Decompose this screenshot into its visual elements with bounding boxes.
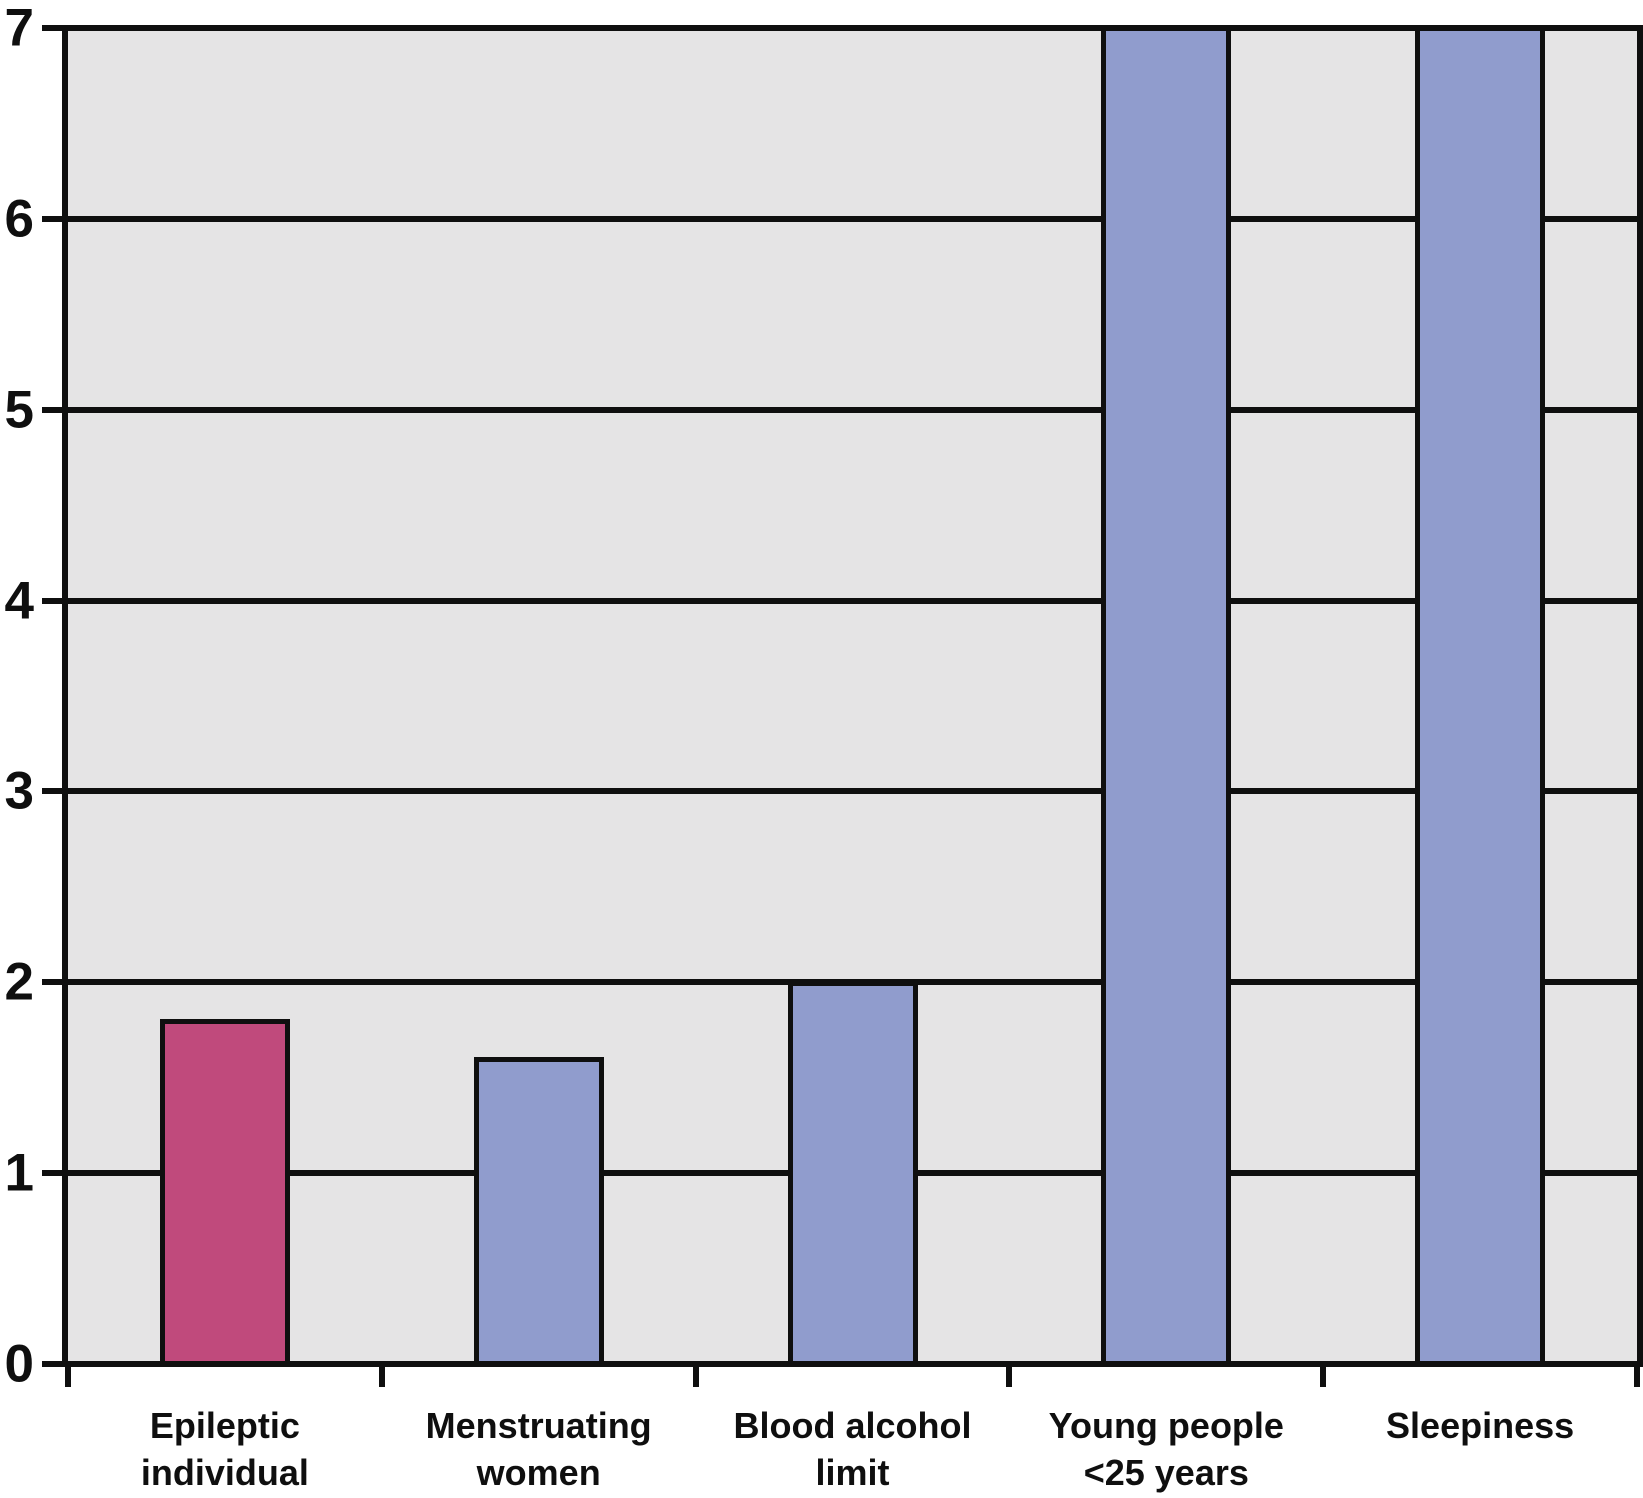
bar-young-people-25-years <box>1101 31 1232 1361</box>
y-axis-tick-label: 7 <box>4 0 34 58</box>
x-axis-label-sleepiness: Sleepiness <box>1386 1405 1575 1446</box>
gridline-y-4 <box>68 597 1637 604</box>
y-axis-tick-2 <box>42 979 62 986</box>
y-axis-tick-label: 6 <box>4 189 34 249</box>
x-axis-tick-3 <box>1006 1367 1013 1387</box>
y-axis-tick-label: 4 <box>4 571 34 631</box>
x-axis-tick-0 <box>65 1367 71 1387</box>
x-axis-label-menstruating-women: Menstruating women <box>425 1405 652 1493</box>
bar-sleepiness <box>1415 31 1546 1361</box>
y-axis-tick-3 <box>42 788 62 795</box>
bar-blood-alcohol-limit <box>787 981 918 1361</box>
x-axis-tick-5 <box>1634 1367 1640 1387</box>
x-axis-tick-1 <box>378 1367 385 1387</box>
x-axis-label-blood-alcohol-limit: Blood alcohol limit <box>733 1405 972 1493</box>
x-axis-tick-2 <box>692 1367 699 1387</box>
gridline-y-5 <box>68 406 1637 413</box>
y-axis-tick-label: 3 <box>4 761 34 821</box>
y-axis-tick-label: 0 <box>4 1334 34 1394</box>
y-axis-tick-7 <box>42 25 62 31</box>
y-axis-tick-label: 2 <box>4 952 34 1012</box>
y-axis-tick-0 <box>42 1361 62 1367</box>
bar-menstruating-women <box>473 1057 604 1361</box>
gridline-y-6 <box>68 215 1637 222</box>
y-axis-tick-label: 1 <box>4 1143 34 1203</box>
y-axis-tick-1 <box>42 1170 62 1177</box>
y-axis-tick-4 <box>42 597 62 604</box>
gridline-y-3 <box>68 788 1637 795</box>
x-axis-tick-4 <box>1320 1367 1327 1387</box>
y-axis-tick-6 <box>42 215 62 222</box>
y-axis-tick-5 <box>42 406 62 413</box>
bar-epileptic-individual <box>159 1019 290 1361</box>
y-axis-tick-label: 5 <box>4 380 34 440</box>
x-axis-label-young-people-25-years: Young people <25 years <box>1048 1405 1284 1493</box>
x-axis-label-epileptic-individual: Epileptic individual <box>140 1405 309 1493</box>
